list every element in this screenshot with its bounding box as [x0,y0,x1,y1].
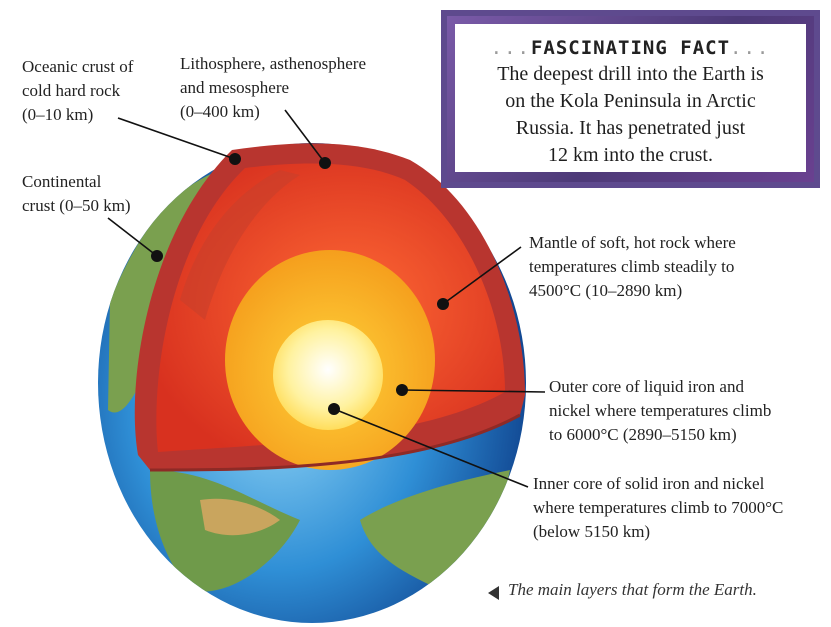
inner-core [273,320,383,430]
label-line: (0–400 km) [180,102,260,121]
label-line: Continental [22,172,102,191]
dot-inner-core [328,403,340,415]
label-line: temperatures climb steadily to [529,257,735,276]
fact-box-inner: ...FASCINATING FACT... The deepest drill… [455,24,806,172]
continent-southeast [360,470,510,585]
label-line: cold hard rock [22,81,121,100]
label-line: (below 5150 km) [533,522,651,541]
label-mantle: Mantle of soft, hot rock where temperatu… [529,231,736,303]
leader-continental [107,217,158,257]
fact-line: on the Kola Peninsula in Arctic [505,90,756,112]
caption: The main layers that form the Earth. [508,580,757,599]
fact-title-text: FASCINATING FACT [530,37,731,59]
title-dots-left: ... [490,37,531,59]
leader-mantle [442,246,522,305]
label-line: (0–10 km) [22,105,94,124]
label-line: Inner core of solid iron and nickel [533,474,765,493]
label-line: nickel where temperatures climb [549,401,772,420]
fact-line: Russia. It has penetrated just [515,117,746,139]
caption-arrow-icon [488,586,499,600]
dot-oceanic [229,153,241,165]
label-line: Oceanic crust of [22,57,134,76]
desert-patch [200,498,280,536]
dot-lithosphere [319,157,331,169]
dot-outer-core [396,384,408,396]
fact-text: The deepest drill into the Earth is on t… [455,61,806,169]
label-line: 4500°C (10–2890 km) [529,281,683,300]
dot-continental [151,250,163,262]
mantle-wall [180,170,300,320]
label-line: Outer core of liquid iron and [549,377,744,396]
leader-lithosphere [284,109,326,164]
label-line: and mesosphere [180,78,290,97]
leader-oceanic [117,117,236,160]
label-outer-core: Outer core of liquid iron and nickel whe… [549,375,771,447]
label-oceanic-crust: Oceanic crust of cold hard rock (0–10 km… [22,55,133,127]
label-inner-core: Inner core of solid iron and nickel wher… [533,472,783,544]
label-line: Mantle of soft, hot rock where [529,233,736,252]
label-line: where temperatures climb to 7000°C [533,498,784,517]
label-line: Lithosphere, asthenosphere [180,54,366,73]
leader-outer-core [401,389,546,393]
dot-mantle [437,298,449,310]
fact-line: The deepest drill into the Earth is [497,63,764,85]
label-line: crust (0–50 km) [22,196,131,215]
title-dots-right: ... [730,37,771,59]
label-continental-crust: Continental crust (0–50 km) [22,170,131,218]
crust-edge [149,413,521,472]
label-lithosphere: Lithosphere, asthenosphere and mesospher… [180,52,366,124]
label-line: to 6000°C (2890–5150 km) [549,425,737,444]
leader-inner-core [333,408,529,488]
fact-box: ...FASCINATING FACT... The deepest drill… [441,10,820,188]
fact-title: ...FASCINATING FACT... [455,37,806,59]
fact-line: 12 km into the crust. [548,144,713,166]
